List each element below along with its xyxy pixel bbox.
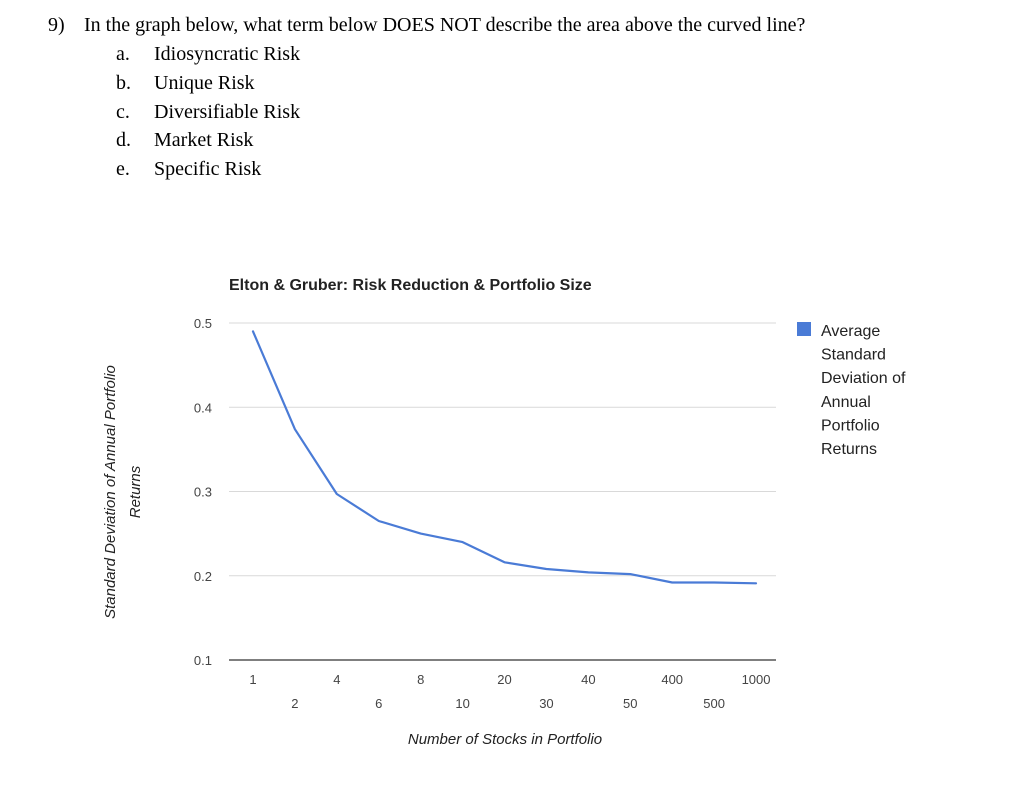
- option-letter: c.: [116, 101, 130, 123]
- option-text: Specific Risk: [154, 158, 262, 180]
- x-tick-label: 500: [703, 696, 725, 711]
- option-text: Idiosyncratic Risk: [154, 43, 301, 65]
- y-axis-title-line: Returns: [127, 465, 144, 518]
- gridlines: [229, 322, 776, 661]
- legend-label-line: Returns: [821, 441, 877, 458]
- x-tick-label: 1: [249, 672, 256, 687]
- option-letter: d.: [116, 129, 131, 151]
- option-letter: e.: [116, 158, 130, 180]
- x-tick-label: 8: [417, 672, 424, 687]
- option-letter: a.: [116, 43, 130, 65]
- y-tick-labels: 0.1 0.2 0.3 0.4 0.5: [194, 316, 212, 668]
- x-tick-label: 20: [497, 672, 511, 687]
- y-tick-label: 0.5: [194, 316, 212, 331]
- legend-label-line: Standard: [821, 347, 886, 364]
- option-text: Unique Risk: [154, 72, 255, 94]
- x-tick-label: 2: [291, 696, 298, 711]
- legend-label-line: Average: [821, 323, 880, 340]
- y-axis-title-line: Standard Deviation of Annual Portfolio: [102, 365, 119, 619]
- y-tick-label: 0.4: [194, 400, 212, 415]
- x-tick-label: 40: [581, 672, 595, 687]
- question-number: 9): [48, 14, 65, 36]
- y-tick-label: 0.3: [194, 485, 212, 500]
- x-tick-label: 400: [661, 672, 683, 687]
- x-tick-label: 30: [539, 696, 553, 711]
- option-letter: b.: [116, 72, 131, 94]
- series-lines: [251, 330, 758, 585]
- legend-label-line: Annual: [821, 394, 871, 411]
- y-tick-label: 0.2: [194, 569, 212, 584]
- x-tick-label: 4: [333, 672, 340, 687]
- option-text: Diversifiable Risk: [154, 101, 301, 123]
- y-axis-title: Standard Deviation of Annual Portfolio Re…: [102, 365, 144, 619]
- x-axis-title: Number of Stocks in Portfolio: [408, 731, 602, 748]
- legend-swatch: [797, 322, 811, 336]
- legend: Average Standard Deviation of Annual Portfol…: [797, 322, 906, 458]
- option-text: Market Risk: [154, 129, 254, 151]
- chart-title: Elton & Gruber: Risk Reduction & Portfol…: [229, 277, 592, 294]
- x-tick-labels: 1 2 4 6 8 10 20 30 40 50 400 500 1000: [249, 672, 770, 711]
- y-tick-label: 0.1: [194, 653, 212, 668]
- x-tick-label: 6: [375, 696, 382, 711]
- series-line: [251, 330, 758, 585]
- legend-label-line: Deviation of: [821, 370, 906, 387]
- x-tick-label: 1000: [742, 672, 771, 687]
- legend-label-line: Portfolio: [821, 417, 880, 434]
- x-tick-label: 50: [623, 696, 637, 711]
- question-text: In the graph below, what term below DOES…: [84, 14, 806, 36]
- x-tick-label: 10: [455, 696, 469, 711]
